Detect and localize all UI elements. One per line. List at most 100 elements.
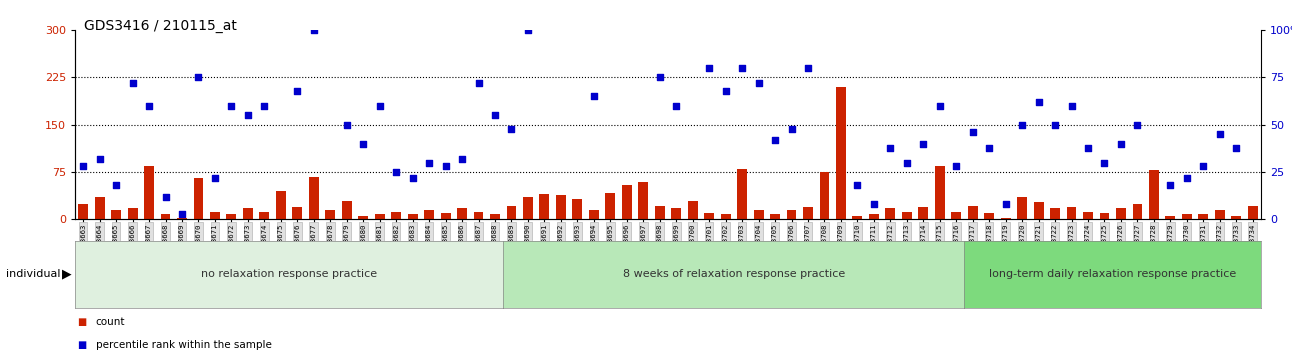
Point [255,103,275,109]
Bar [276,191,286,219]
Point [1127,122,1147,127]
Text: long-term daily relaxation response practice: long-term daily relaxation response prac… [990,269,1236,279]
Point [848,183,868,188]
Point [913,141,934,147]
Bar [556,195,566,219]
Bar [79,204,88,219]
Point [320,0,341,5]
Bar [160,215,171,219]
Bar [968,206,978,219]
Point [72,164,93,169]
Bar [128,208,137,219]
Bar [1182,215,1191,219]
Bar [111,210,121,219]
Bar [1116,208,1125,219]
Bar [870,215,879,219]
Point [106,183,127,188]
Point [270,8,291,14]
Bar [738,169,747,219]
Bar [919,207,928,219]
Point [419,160,439,165]
Point [1045,122,1066,127]
Bar [885,208,895,219]
Text: percentile rank within the sample: percentile rank within the sample [96,340,271,350]
Point [797,65,818,71]
Bar [902,212,912,219]
Bar [358,216,368,219]
Point [138,103,159,109]
Bar [1149,170,1159,219]
Point [402,175,422,181]
Bar [621,185,632,219]
Bar [309,177,319,219]
Bar [145,166,154,219]
Bar [638,182,649,219]
Text: ■: ■ [78,340,87,350]
Point [1209,131,1230,137]
Point [1094,160,1115,165]
Bar [704,213,714,219]
Point [929,103,950,109]
Text: GDS3416 / 210115_at: GDS3416 / 210115_at [84,19,236,34]
Point [468,80,488,86]
Bar [408,215,417,219]
Point [1226,145,1247,150]
Text: count: count [96,317,125,327]
Bar [753,210,764,219]
Bar [836,87,846,219]
Point [172,211,193,217]
Point [353,141,373,147]
Bar [1199,215,1208,219]
Bar [490,215,500,219]
Bar [787,210,796,219]
Bar [951,212,961,219]
Point [204,175,225,181]
Bar [1099,213,1110,219]
Bar [1050,208,1059,219]
Point [452,156,473,162]
Bar [819,172,829,219]
Bar [1083,212,1093,219]
Point [550,8,571,14]
Point [1012,122,1032,127]
Point [189,75,209,80]
Bar [1133,204,1142,219]
Point [336,122,357,127]
Bar [985,213,994,219]
Bar [474,212,483,219]
Point [518,27,539,33]
Bar [260,212,269,219]
Point [699,65,720,71]
Bar [194,178,203,219]
Point [1028,99,1049,105]
Bar [721,215,730,219]
Bar [589,210,598,219]
Point [1177,175,1198,181]
Point [665,103,686,109]
Point [731,65,752,71]
Bar [1017,198,1027,219]
Point [386,169,407,175]
Bar [1067,207,1076,219]
Bar [211,212,220,219]
Bar [572,199,583,219]
Bar [177,218,187,219]
Bar [655,206,664,219]
Text: ■: ■ [78,317,87,327]
Point [1160,183,1181,188]
Point [716,88,736,93]
Point [1078,145,1098,150]
Bar [687,200,698,219]
Point [584,93,605,99]
Bar [292,207,302,219]
Bar [540,194,549,219]
Text: ▶: ▶ [62,268,71,281]
Text: individual: individual [6,269,61,279]
Point [650,75,671,80]
Point [287,88,307,93]
Text: no relaxation response practice: no relaxation response practice [202,269,377,279]
Point [484,113,505,118]
Point [979,145,1000,150]
Bar [94,198,105,219]
Point [1193,164,1213,169]
